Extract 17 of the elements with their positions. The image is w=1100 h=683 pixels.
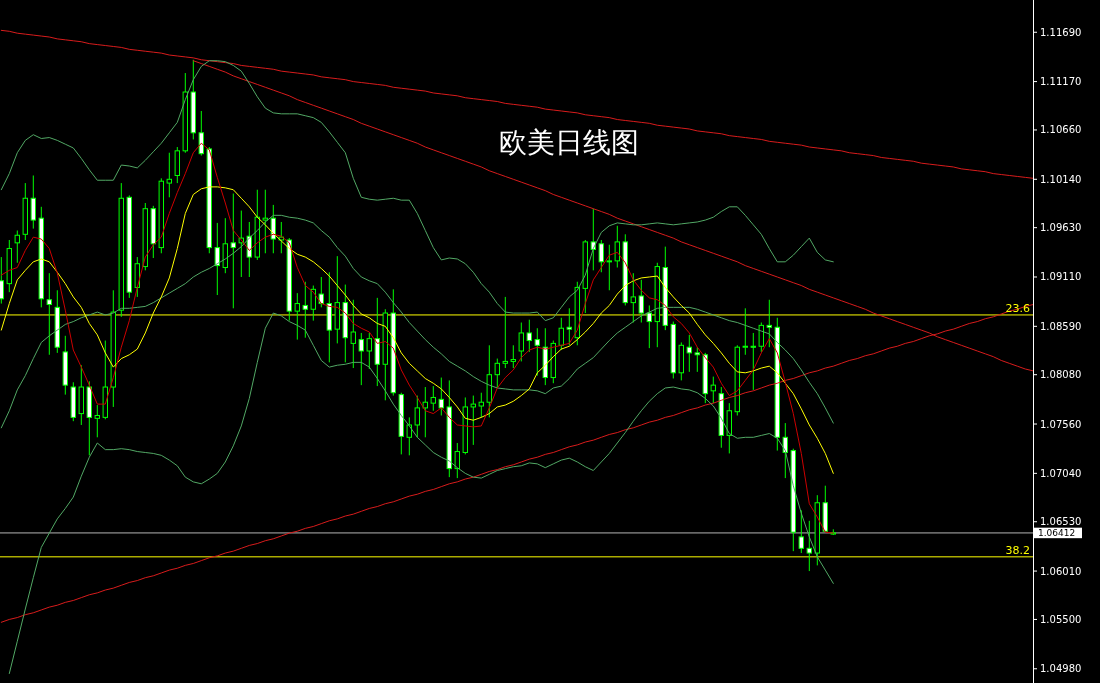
y-tick-label: 1.07560 — [1040, 418, 1082, 430]
y-tick-label: 1.09630 — [1040, 222, 1082, 234]
y-tick-label: 1.06010 — [1040, 565, 1082, 577]
y-tick-label: 1.04980 — [1040, 663, 1082, 675]
y-tick-label: 1.09110 — [1040, 271, 1082, 283]
y-tick-label: 1.10660 — [1040, 124, 1082, 136]
y-tick-label: 1.11170 — [1040, 76, 1082, 88]
y-tick-label: 1.08080 — [1040, 369, 1082, 381]
y-tick-label: 1.08590 — [1040, 320, 1082, 332]
y-tick-label: 1.06530 — [1040, 516, 1082, 528]
annotation: 38.2 — [1005, 543, 1030, 557]
y-tick-label: 1.05500 — [1040, 613, 1082, 625]
y-tick-label: 1.11690 — [1040, 26, 1082, 38]
y-tick-label: 1.07040 — [1040, 467, 1082, 479]
text: 欧美日线图 — [499, 126, 639, 159]
y-tick-label: 1.10140 — [1040, 173, 1082, 185]
ref-line-label: 1.06412 — [1038, 527, 1076, 538]
